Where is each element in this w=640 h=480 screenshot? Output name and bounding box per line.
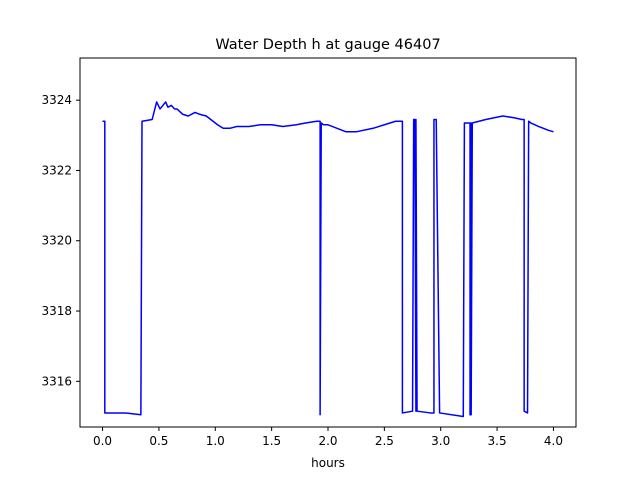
x-tick-label: 3.0 [431,434,450,448]
x-tick-label: 3.5 [488,434,507,448]
y-tick-label: 3324 [41,93,72,107]
x-tick-label: 1.5 [262,434,281,448]
x-tick-label: 2.0 [318,434,337,448]
y-tick-label: 3320 [41,234,72,248]
x-tick-label: 4.0 [544,434,563,448]
x-tick-label: 0.0 [93,434,112,448]
y-tick-label: 3316 [41,374,72,388]
chart-title: Water Depth h at gauge 46407 [215,37,440,53]
x-axis-label: hours [311,456,345,470]
x-tick-label: 1.0 [206,434,225,448]
y-tick-label: 3318 [41,304,72,318]
series-line-0 [102,101,554,418]
x-tick-label: 2.5 [375,434,394,448]
y-tick-label: 3322 [41,163,72,177]
plot-frame [79,57,577,428]
x-tick-label: 0.5 [149,434,168,448]
